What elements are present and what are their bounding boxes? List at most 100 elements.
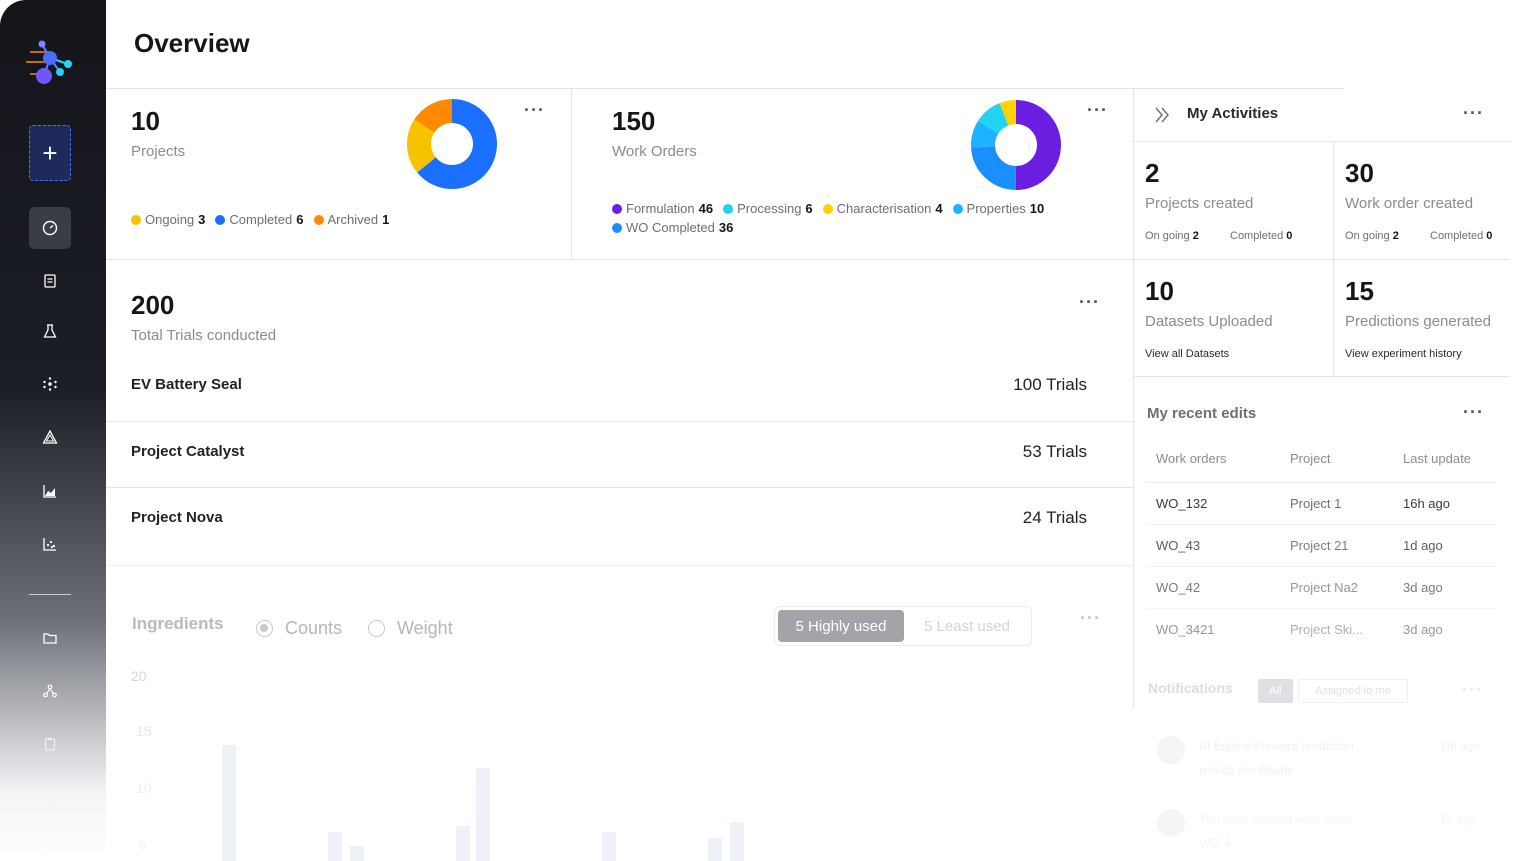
edits-divider	[1146, 566, 1496, 567]
trial-name: Project Catalyst	[131, 443, 245, 460]
cell-wo: WO_3421	[1156, 622, 1215, 637]
cell-project: Project 21	[1290, 538, 1349, 553]
chart-bar	[708, 838, 722, 861]
trial-value: 53 Trials	[1022, 442, 1087, 461]
trial-name: EV Battery Seal	[131, 376, 242, 393]
settings-icon[interactable]	[29, 826, 71, 861]
projects-more-icon[interactable]: ···	[524, 100, 545, 120]
flask-icon[interactable]	[29, 310, 71, 352]
y-tick: 10	[136, 780, 152, 796]
activities-more-icon[interactable]: ···	[1463, 103, 1484, 123]
y-tick: 20	[131, 668, 147, 684]
right-panel-divider	[1133, 88, 1134, 708]
cell-time: 3d ago	[1403, 580, 1443, 595]
network-icon[interactable]	[29, 363, 71, 405]
trials-bottom-divider	[106, 565, 1133, 566]
chart-bar	[730, 822, 744, 861]
chart-bar	[602, 832, 616, 861]
legend-wo-completed: WO Completed 36	[612, 220, 733, 235]
wo-completed: Completed 0	[1430, 230, 1493, 242]
y-tick: 15	[136, 723, 152, 739]
trials-label: Total Trials conducted	[131, 327, 277, 344]
sidebar: +	[0, 0, 106, 861]
tab-assigned[interactable]: Assigned to me	[1298, 679, 1408, 703]
notifications-more-icon[interactable]: ···	[1462, 680, 1483, 700]
highly-used-tab[interactable]: 5 Highly used	[778, 610, 904, 642]
chart-bar	[456, 826, 470, 861]
legend-formulation: Formulation 46	[612, 201, 713, 216]
trial-row[interactable]: Project Catalyst 53 Trials	[106, 422, 1133, 488]
chart-icon[interactable]	[29, 470, 71, 512]
chart-bar	[350, 846, 364, 861]
trial-value: 24 Trials	[1022, 508, 1087, 527]
radio-counts[interactable]	[256, 620, 273, 637]
workorders-donut	[971, 100, 1061, 190]
predictions-count: 15	[1345, 276, 1374, 306]
legend-ongoing: Ongoing 3	[131, 212, 205, 227]
activities-title: My Activities	[1187, 105, 1279, 122]
least-used-tab[interactable]: 5 Least used	[924, 617, 1010, 635]
trial-name: Project Nova	[131, 509, 223, 526]
wo-created-label: Work order created	[1345, 195, 1474, 212]
ingredients-more-icon[interactable]: ···	[1080, 608, 1101, 628]
trials-more-icon[interactable]: ···	[1079, 292, 1100, 312]
recent-edits-title: My recent edits	[1147, 405, 1257, 422]
trial-value: 100 Trials	[1013, 375, 1087, 394]
cell-wo: WO_42	[1156, 580, 1201, 595]
legend-properties: Properties 10	[952, 201, 1044, 216]
cell-wo: WO_43	[1156, 538, 1201, 553]
y-tick: 5	[138, 836, 146, 852]
tab-all[interactable]: All	[1258, 679, 1293, 703]
plus-icon[interactable]: +	[29, 125, 71, 181]
chart-bar	[328, 832, 342, 861]
cell-time: 3d ago	[1403, 622, 1443, 637]
legend-completed: Completed 6	[215, 212, 304, 227]
projects-legend: Ongoing 3 Completed 6 Archived 1	[131, 212, 389, 227]
sidebar-divider	[29, 594, 71, 595]
workorders-more-icon[interactable]: ···	[1087, 100, 1108, 120]
trial-row[interactable]: EV Battery Seal 100 Trials	[106, 355, 1133, 421]
datasets-count: 10	[1145, 276, 1174, 306]
document-icon[interactable]	[29, 260, 71, 302]
notification-text2: WO-4	[1199, 836, 1231, 850]
recent-edits-more-icon[interactable]: ···	[1463, 402, 1484, 422]
row-divider	[106, 259, 1133, 260]
projects-created-label: Projects created	[1145, 195, 1254, 212]
scatter-icon[interactable]	[29, 523, 71, 565]
logo-icon[interactable]	[24, 38, 78, 92]
header-divider	[106, 88, 1344, 89]
radio-weight-label: Weight	[397, 618, 453, 638]
predictions-label: Predictions generated	[1345, 313, 1491, 330]
trial-row[interactable]: Project Nova 24 Trials	[106, 488, 1133, 554]
ingredients-title: Ingredients	[132, 614, 224, 633]
notification-time: 1m ago	[1440, 739, 1481, 753]
radio-counts-label: Counts	[285, 618, 343, 638]
notifications-title: Notifications	[1148, 680, 1233, 696]
view-history-link[interactable]: View experiment history	[1345, 348, 1462, 360]
folder-icon[interactable]	[29, 617, 71, 659]
search-icon[interactable]	[29, 776, 71, 818]
notification-text2: results are Ready	[1199, 763, 1294, 777]
radio-weight[interactable]	[368, 620, 385, 637]
projects-completed: Completed 0	[1230, 230, 1293, 242]
cell-wo: WO_132	[1156, 496, 1208, 511]
cell-time: 1d ago	[1403, 538, 1443, 553]
notification-text[interactable]: AI Engine Forward prediction	[1199, 739, 1354, 753]
edits-divider	[1146, 482, 1496, 483]
notification-text[interactable]: You have created work order	[1199, 812, 1352, 826]
workorders-legend: Formulation 46 Processing 6 Characterisa…	[612, 201, 1102, 235]
trials-count: 200	[131, 290, 175, 320]
usage-toggle	[774, 606, 1032, 646]
chart-bar	[476, 768, 490, 861]
projects-label: Projects	[131, 143, 186, 160]
nodes-icon[interactable]	[29, 670, 71, 712]
card-divider	[571, 88, 572, 259]
dashboard-icon[interactable]	[29, 207, 71, 249]
clipboard-icon[interactable]	[29, 723, 71, 765]
legend-processing: Processing 6	[723, 201, 813, 216]
activities-divider	[1134, 141, 1510, 142]
triangle-icon[interactable]	[29, 416, 71, 458]
wo-ongoing: On going 2	[1345, 230, 1399, 242]
view-datasets-link[interactable]: View all Datasets	[1145, 348, 1230, 360]
chevrons-right-icon[interactable]	[1153, 106, 1171, 124]
